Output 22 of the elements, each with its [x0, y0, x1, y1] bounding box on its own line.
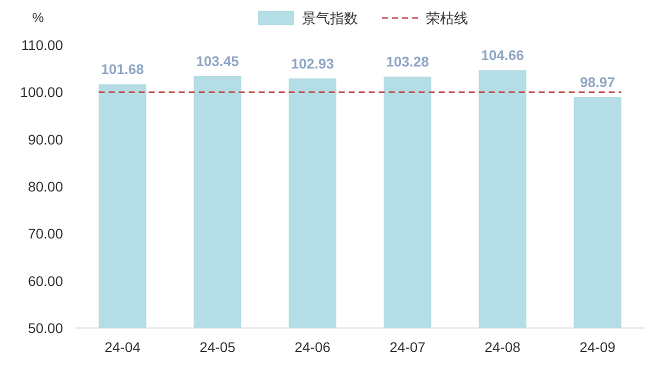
y-tick-label: 50.00 [28, 320, 64, 336]
data-label: 103.45 [196, 52, 240, 69]
data-label: 104.66 [481, 47, 524, 64]
data-label: 101.68 [101, 61, 144, 78]
x-tick-label: 24-04 [104, 339, 141, 355]
y-tick-label: 80.00 [28, 178, 64, 194]
y-tick-label: 60.00 [28, 272, 64, 289]
x-tick-label: 24-09 [580, 339, 616, 355]
x-tick-label: 24-07 [390, 339, 426, 355]
y-tick-label: 90.00 [28, 131, 64, 148]
y-tick-label: 110.00 [21, 37, 64, 53]
x-tick-label: 24-06 [294, 339, 331, 355]
data-label: 103.28 [386, 54, 430, 70]
y-tick-label: 70.00 [28, 226, 64, 242]
y-axis-title: % [32, 10, 44, 25]
y-tick-label: 100.00 [20, 84, 64, 100]
x-tick-label: 24-08 [484, 339, 521, 355]
data-label: 102.93 [291, 55, 334, 72]
legend-label: 荣枯线 [426, 10, 468, 26]
data-label: 98.97 [580, 74, 616, 90]
x-tick-label: 24-05 [200, 339, 236, 355]
legend-label: 景气指数 [302, 10, 358, 26]
